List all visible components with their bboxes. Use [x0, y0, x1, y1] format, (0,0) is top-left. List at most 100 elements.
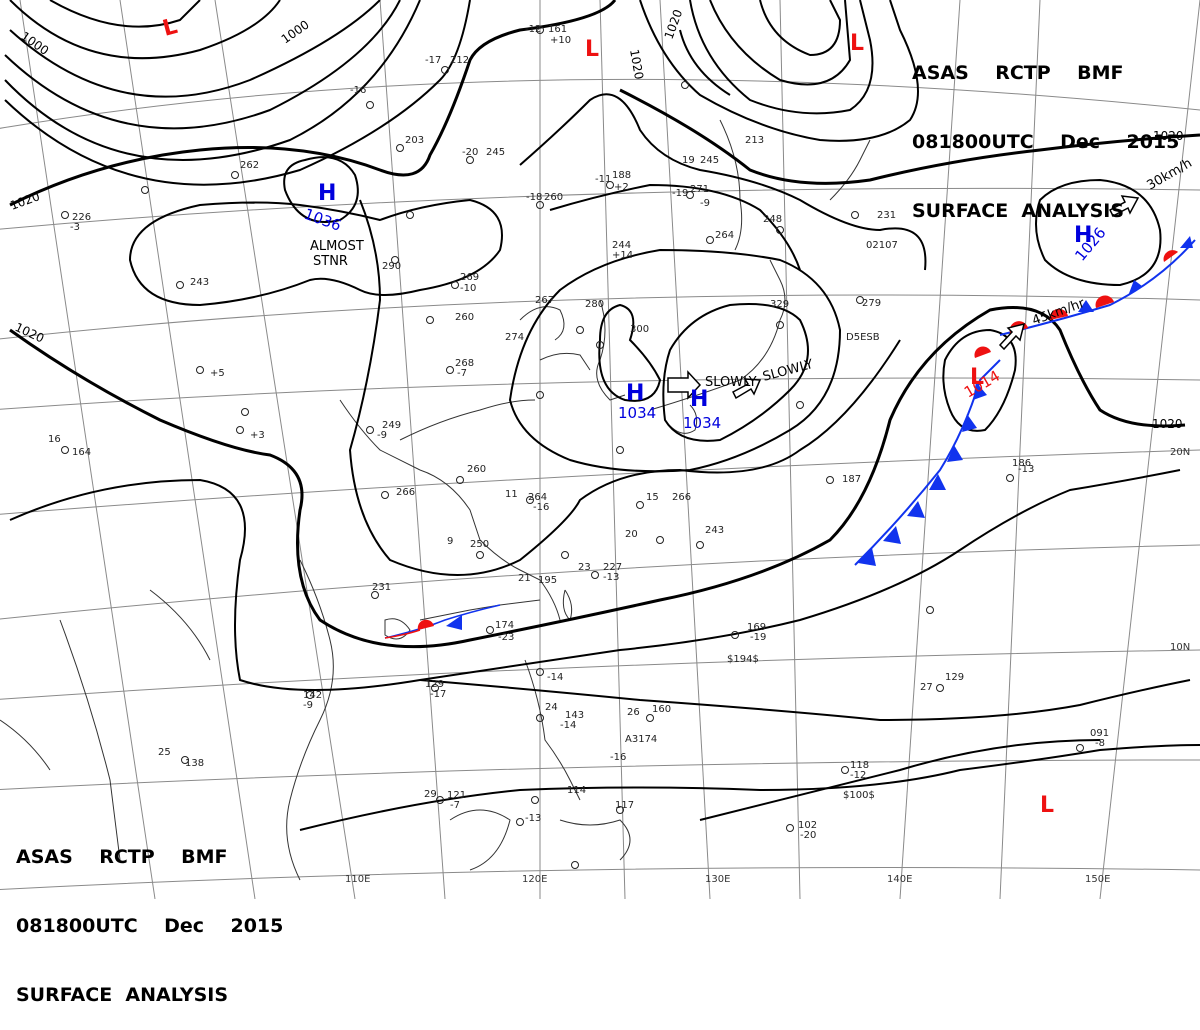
- isobar-1020-main: [9, 306, 1186, 649]
- stn-72: -20: [800, 830, 816, 841]
- isobar-high1034-a: [598, 303, 662, 402]
- label-stnr: STNR: [313, 254, 348, 269]
- fronts: [384, 236, 1196, 639]
- stn-28: 260: [455, 312, 474, 323]
- warm-semicircle-south: [417, 619, 434, 630]
- stn-31: 300: [630, 324, 649, 335]
- lon-label-140e: 140E: [887, 874, 912, 885]
- stn-73: 091: [1090, 728, 1109, 739]
- stn-49: 195: [538, 575, 557, 586]
- coast-taiwan: [562, 589, 573, 621]
- stn-53: -23: [498, 632, 514, 643]
- stn-78: 226: [72, 212, 91, 223]
- parallel-25n: [0, 377, 1200, 410]
- stn-103: $100$: [843, 790, 875, 801]
- low-1014-letter: L: [970, 365, 984, 390]
- stn-1: -12: [525, 24, 541, 35]
- stn-34: 231: [877, 210, 896, 221]
- stn-19: 260: [544, 192, 563, 203]
- parallel-5n: [0, 759, 1200, 790]
- stn-74: -8: [1095, 738, 1105, 749]
- stn-102: D5ESB: [846, 332, 880, 343]
- stn-85: 143: [565, 710, 584, 721]
- stn-65: -9: [303, 700, 313, 711]
- meridian-135e: [779, 0, 801, 899]
- stn-3: +10: [550, 35, 571, 46]
- coast-kyushu: [664, 404, 698, 434]
- meridian-110e: [214, 0, 356, 899]
- stn-33: 248: [763, 214, 782, 225]
- stn-25: 244: [612, 240, 631, 251]
- isobar-high1036-inner: [283, 156, 359, 223]
- meridian-140e: [899, 0, 961, 899]
- stn-88: 26: [627, 707, 640, 718]
- stn-57: -17: [430, 689, 446, 700]
- stn-80: 243: [190, 277, 209, 288]
- lat-label-20n: 20N: [1170, 447, 1190, 458]
- isobar-high1026: [1035, 178, 1162, 287]
- header-bottom-title: SURFACE ANALYSIS: [16, 984, 229, 1006]
- stn-101: 02107: [866, 240, 898, 251]
- stn-100: $194$: [727, 654, 759, 665]
- parallel-40n: [0, 78, 1200, 129]
- high-1034a-letter: H: [626, 381, 644, 406]
- isobar-high1034-outer: [508, 248, 842, 473]
- coast-indochina: [286, 559, 334, 881]
- cold-front-triangles: [858, 382, 987, 566]
- stn-87: 24: [545, 702, 558, 713]
- header-top-title: SURFACE ANALYSIS: [912, 200, 1125, 222]
- stn-75: 118: [850, 760, 869, 771]
- coast-shandong: [539, 352, 591, 371]
- coast-bohai: [519, 306, 565, 341]
- isobar-ne-5: [679, 29, 731, 96]
- stn-69: -13: [525, 813, 541, 824]
- isobar-mid-2: [549, 183, 801, 271]
- isobar-label-3: 1020: [627, 48, 646, 81]
- isobar-nw-6: [49, 0, 201, 28]
- stn-68: -7: [450, 800, 460, 811]
- stn-2: 161: [548, 24, 567, 35]
- isobar-high1036-outer: [128, 198, 503, 307]
- isobars: [4, 0, 1200, 831]
- parallel-30n: [0, 294, 1200, 340]
- warm-front-east: [999, 239, 1196, 336]
- stn-4: -17: [425, 55, 441, 66]
- low-south-letter: L: [1040, 793, 1054, 818]
- high-1034a-value: 1034: [618, 404, 656, 422]
- header-top-source: ASAS RCTP BMF: [912, 62, 1124, 84]
- stn-24: -10: [460, 283, 476, 294]
- stn-42: 266: [396, 487, 415, 498]
- stn-62: -13: [1018, 464, 1034, 475]
- stn-95: 9: [447, 536, 453, 547]
- lon-label-110e: 110E: [345, 874, 370, 885]
- stn-15: -19: [672, 188, 688, 199]
- header-bottom-datetime: 081800UTC Dec 2015: [16, 915, 284, 937]
- stn-18: -18: [526, 192, 542, 203]
- stn-64: 142: [303, 690, 322, 701]
- meridian-130e: [659, 0, 711, 899]
- header-top-datetime: 081800UTC Dec 2015: [912, 131, 1180, 153]
- stn-17: -9: [700, 198, 710, 209]
- high-1034b-letter: H: [690, 387, 708, 412]
- stn-79: -3: [70, 222, 80, 233]
- isobar-nw-2: [4, 0, 401, 130]
- parallel-15n: [0, 544, 1200, 620]
- stn-10: 188: [612, 170, 631, 181]
- stn-35: 279: [862, 298, 881, 309]
- stn-98: 20: [625, 529, 638, 540]
- meridian-115e: [379, 0, 446, 899]
- grid-labels: 110E 120E 130E 140E 150E 20N 10N: [345, 447, 1190, 885]
- stn-86: -14: [560, 720, 576, 731]
- cold-front-east: [854, 359, 1001, 566]
- parallel-20n: [0, 449, 1200, 515]
- stn-47: 250: [470, 539, 489, 550]
- isobar-ne-2: [689, 0, 874, 115]
- stn-89: 27: [920, 682, 933, 693]
- stn-8: -20: [462, 147, 478, 158]
- stn-29: 274: [505, 332, 524, 343]
- label-slowly-1: SLOWLY: [705, 375, 757, 390]
- stn-20: 213: [745, 135, 764, 146]
- stn-30: 280: [585, 299, 604, 310]
- isobar-1020-east: [619, 88, 1200, 185]
- lon-label-130e: 130E: [705, 874, 730, 885]
